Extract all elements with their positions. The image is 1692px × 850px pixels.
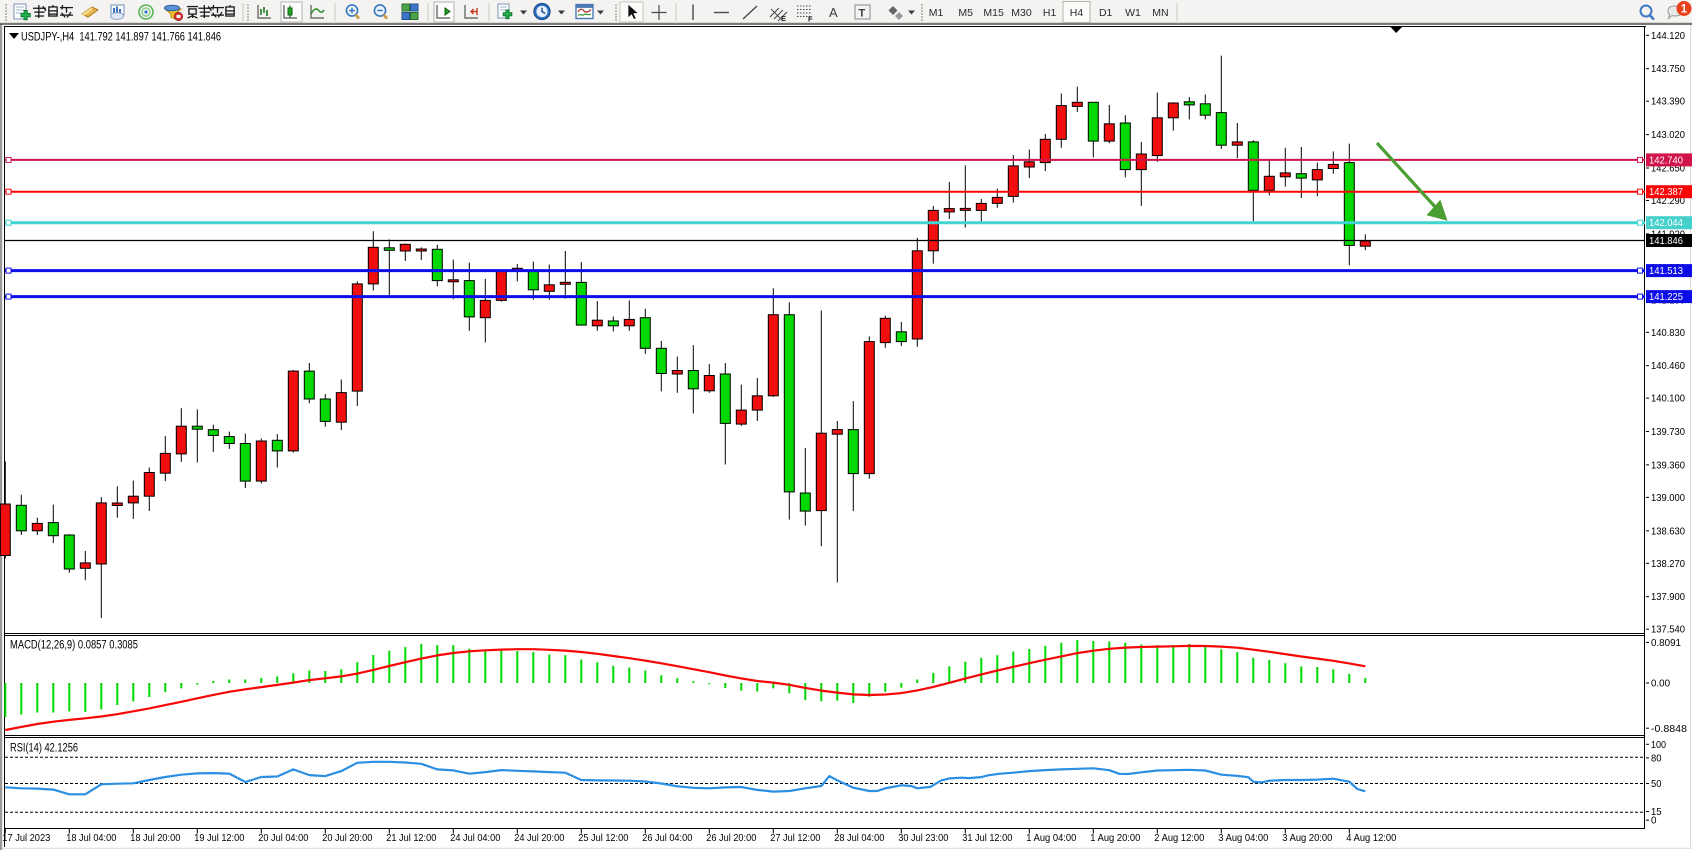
svg-text:1 Aug 20:00: 1 Aug 20:00 (1090, 832, 1140, 844)
svg-text:25 Jul 12:00: 25 Jul 12:00 (578, 832, 628, 844)
svg-text:MN: MN (1152, 7, 1168, 19)
svg-text:3 Aug 04:00: 3 Aug 04:00 (1218, 832, 1268, 844)
svg-text:26 Jul 20:00: 26 Jul 20:00 (706, 832, 756, 844)
svg-text:138.630: 138.630 (1651, 525, 1685, 537)
svg-text:144.120: 144.120 (1651, 30, 1685, 42)
svg-text:M15: M15 (983, 7, 1004, 19)
svg-text:142.044: 142.044 (1649, 217, 1683, 229)
svg-text:2 Aug 12:00: 2 Aug 12:00 (1154, 832, 1204, 844)
svg-text:3 Aug 20:00: 3 Aug 20:00 (1282, 832, 1332, 844)
svg-text:30 Jul 23:00: 30 Jul 23:00 (898, 832, 948, 844)
svg-text:21 Jul 12:00: 21 Jul 12:00 (386, 832, 436, 844)
svg-text:143.390: 143.390 (1651, 96, 1685, 108)
svg-text:A: A (829, 5, 838, 20)
svg-text:W1: W1 (1125, 7, 1141, 19)
svg-text:138.270: 138.270 (1651, 558, 1685, 570)
svg-text:140.100: 140.100 (1651, 393, 1685, 405)
svg-text:17 Jul 2023: 17 Jul 2023 (2, 832, 50, 844)
svg-text:T: T (859, 8, 866, 20)
svg-text:143.750: 143.750 (1651, 63, 1685, 75)
svg-text:141.846: 141.846 (1649, 235, 1683, 247)
svg-text:0: 0 (1651, 815, 1657, 827)
svg-text:143.020: 143.020 (1651, 129, 1685, 141)
svg-text:-0.8848: -0.8848 (1651, 723, 1687, 735)
svg-text:15: 15 (1651, 806, 1662, 818)
svg-text:50: 50 (1651, 778, 1662, 790)
svg-text:141.225: 141.225 (1649, 291, 1683, 303)
svg-text:140.460: 140.460 (1651, 360, 1685, 372)
svg-text:0.8091: 0.8091 (1651, 637, 1681, 649)
svg-text:28 Jul 04:00: 28 Jul 04:00 (834, 832, 884, 844)
svg-text:137.900: 137.900 (1651, 591, 1685, 603)
svg-text:24 Jul 04:00: 24 Jul 04:00 (450, 832, 500, 844)
svg-text:137.540: 137.540 (1651, 624, 1685, 636)
svg-text:M1: M1 (929, 7, 944, 19)
svg-text:31 Jul 12:00: 31 Jul 12:00 (962, 832, 1012, 844)
svg-text:142.740: 142.740 (1649, 154, 1683, 166)
svg-text:139.000: 139.000 (1651, 492, 1685, 504)
svg-text:139.730: 139.730 (1651, 426, 1685, 438)
svg-text:20 Jul 04:00: 20 Jul 04:00 (258, 832, 308, 844)
svg-text:USDJPY-,H4 141.792 141.897 14: USDJPY-,H4 141.792 141.897 141.766 141.8… (21, 32, 221, 44)
svg-text:D1: D1 (1099, 7, 1113, 19)
svg-text:H4: H4 (1070, 7, 1084, 19)
svg-text:M30: M30 (1011, 7, 1032, 19)
svg-text:26 Jul 04:00: 26 Jul 04:00 (642, 832, 692, 844)
svg-text:0.00: 0.00 (1651, 678, 1670, 690)
svg-text:MACD(12,26,9) 0.0857 0.3085: MACD(12,26,9) 0.0857 0.3085 (10, 640, 138, 652)
svg-text:F: F (808, 15, 813, 24)
svg-text:E: E (781, 14, 786, 23)
svg-text:18 Jul 04:00: 18 Jul 04:00 (66, 832, 116, 844)
svg-text:139.360: 139.360 (1651, 459, 1685, 471)
svg-text:RSI(14) 42.1256: RSI(14) 42.1256 (10, 743, 78, 755)
svg-text:1: 1 (1681, 4, 1688, 16)
svg-text:18 Jul 20:00: 18 Jul 20:00 (130, 832, 180, 844)
svg-text:M5: M5 (958, 7, 973, 19)
svg-text:20 Jul 20:00: 20 Jul 20:00 (322, 832, 372, 844)
svg-text:140.830: 140.830 (1651, 327, 1685, 339)
svg-text:142.387: 142.387 (1649, 186, 1683, 198)
svg-text:141.513: 141.513 (1649, 265, 1683, 277)
svg-text:100: 100 (1651, 739, 1666, 751)
svg-text:19 Jul 12:00: 19 Jul 12:00 (194, 832, 244, 844)
svg-text:H1: H1 (1043, 7, 1057, 19)
svg-text:80: 80 (1651, 752, 1662, 764)
svg-text:4 Aug 12:00: 4 Aug 12:00 (1346, 832, 1396, 844)
svg-text:24 Jul 20:00: 24 Jul 20:00 (514, 832, 564, 844)
svg-text:1 Aug 04:00: 1 Aug 04:00 (1026, 832, 1076, 844)
svg-text:27 Jul 12:00: 27 Jul 12:00 (770, 832, 820, 844)
